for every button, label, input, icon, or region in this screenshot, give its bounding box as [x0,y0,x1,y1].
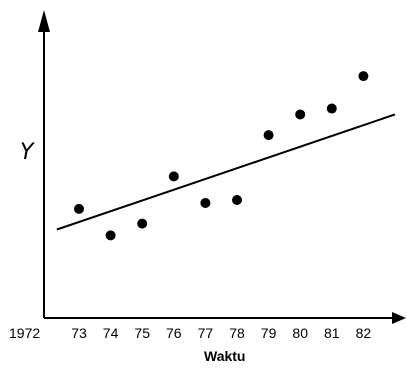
x-tick-label-78: 78 [229,325,245,341]
y-axis-arrowhead [38,10,50,32]
x-tick-label-76: 76 [166,325,182,341]
x-tick-label-81: 81 [324,325,340,341]
data-point-1980 [295,109,306,120]
data-point-1977 [200,197,211,208]
data-point-1981 [326,103,337,114]
x-origin-label: 1972 [9,325,40,341]
x-tick-label-73: 73 [71,325,87,341]
data-point-1978 [232,195,242,205]
data-point-1974 [105,230,116,241]
y-axis-label: Y [20,140,35,165]
data-point-1975 [137,218,148,229]
trend-line [56,113,396,231]
data-points [74,71,369,241]
data-point-1976 [168,171,179,182]
x-axis-label: Waktu [204,348,245,364]
x-tick-label-74: 74 [103,325,119,341]
data-point-1979 [263,130,274,141]
x-tick-labels: 73 74 75 76 77 78 79 80 81 82 [71,325,371,341]
x-axis-arrowhead [392,312,406,324]
x-tick-label-75: 75 [134,325,150,341]
x-tick-label-79: 79 [261,325,277,341]
x-tick-label-80: 80 [292,325,308,341]
x-tick-label-82: 82 [356,325,372,341]
x-tick-label-77: 77 [198,325,214,341]
data-point-1973 [74,203,84,214]
data-point-1982 [358,71,369,82]
